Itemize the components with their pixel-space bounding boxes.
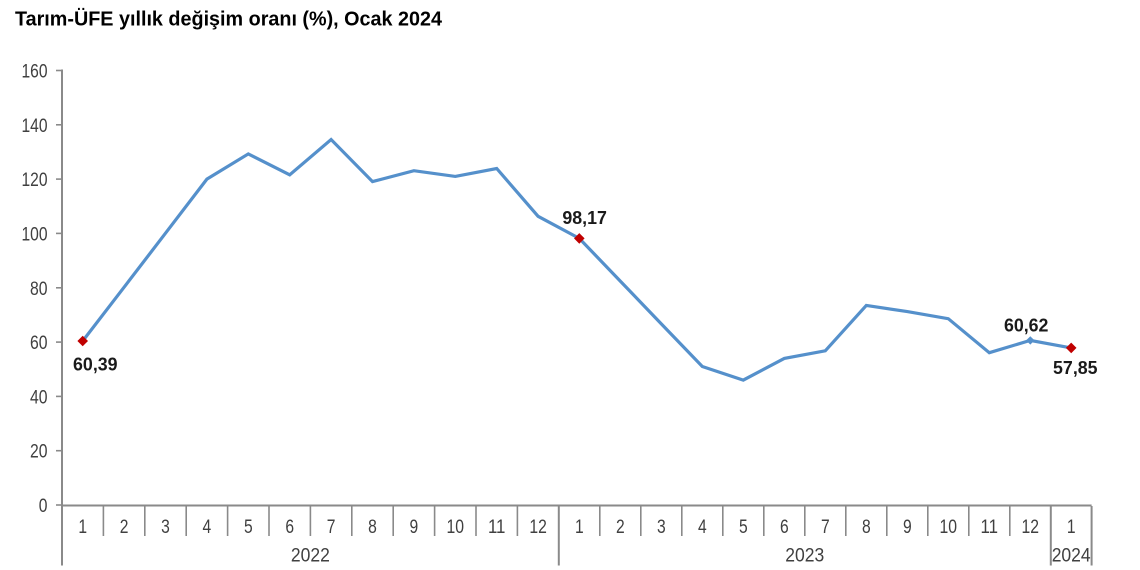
svg-text:7: 7 (821, 517, 830, 538)
svg-text:2024: 2024 (1052, 546, 1091, 567)
svg-text:8: 8 (368, 517, 377, 538)
svg-text:Tarım-ÜFE yıllık değişim oranı: Tarım-ÜFE yıllık değişim oranı (%), Ocak… (15, 7, 443, 30)
svg-text:9: 9 (410, 517, 419, 538)
svg-text:20: 20 (30, 442, 48, 463)
svg-text:40: 40 (30, 387, 48, 408)
svg-text:2: 2 (616, 517, 625, 538)
svg-text:8: 8 (862, 517, 871, 538)
svg-text:1: 1 (575, 517, 584, 538)
svg-text:0: 0 (39, 496, 48, 517)
svg-text:120: 120 (22, 170, 48, 191)
svg-text:100: 100 (22, 224, 48, 245)
svg-text:10: 10 (447, 517, 465, 538)
svg-text:6: 6 (780, 517, 789, 538)
svg-text:140: 140 (22, 116, 48, 137)
svg-text:6: 6 (285, 517, 294, 538)
svg-text:4: 4 (203, 517, 212, 538)
svg-text:2023: 2023 (785, 546, 824, 567)
svg-text:80: 80 (30, 279, 48, 300)
svg-text:3: 3 (657, 517, 666, 538)
svg-text:2022: 2022 (291, 546, 330, 567)
svg-text:11: 11 (981, 517, 999, 538)
svg-text:12: 12 (1022, 517, 1040, 538)
svg-text:12: 12 (529, 517, 547, 538)
svg-text:5: 5 (739, 517, 748, 538)
svg-text:2: 2 (120, 517, 129, 538)
svg-text:10: 10 (940, 517, 958, 538)
svg-text:98,17: 98,17 (562, 208, 607, 228)
svg-text:160: 160 (22, 62, 48, 83)
svg-text:60: 60 (30, 333, 48, 354)
svg-text:1: 1 (78, 517, 87, 538)
svg-text:7: 7 (327, 517, 336, 538)
svg-text:9: 9 (903, 517, 912, 538)
svg-text:11: 11 (488, 517, 506, 538)
svg-text:3: 3 (161, 517, 170, 538)
svg-text:60,62: 60,62 (1004, 315, 1049, 335)
svg-text:5: 5 (244, 517, 253, 538)
svg-text:4: 4 (698, 517, 707, 538)
svg-text:57,85: 57,85 (1053, 358, 1098, 378)
svg-text:1: 1 (1067, 517, 1076, 538)
svg-text:60,39: 60,39 (73, 355, 118, 375)
